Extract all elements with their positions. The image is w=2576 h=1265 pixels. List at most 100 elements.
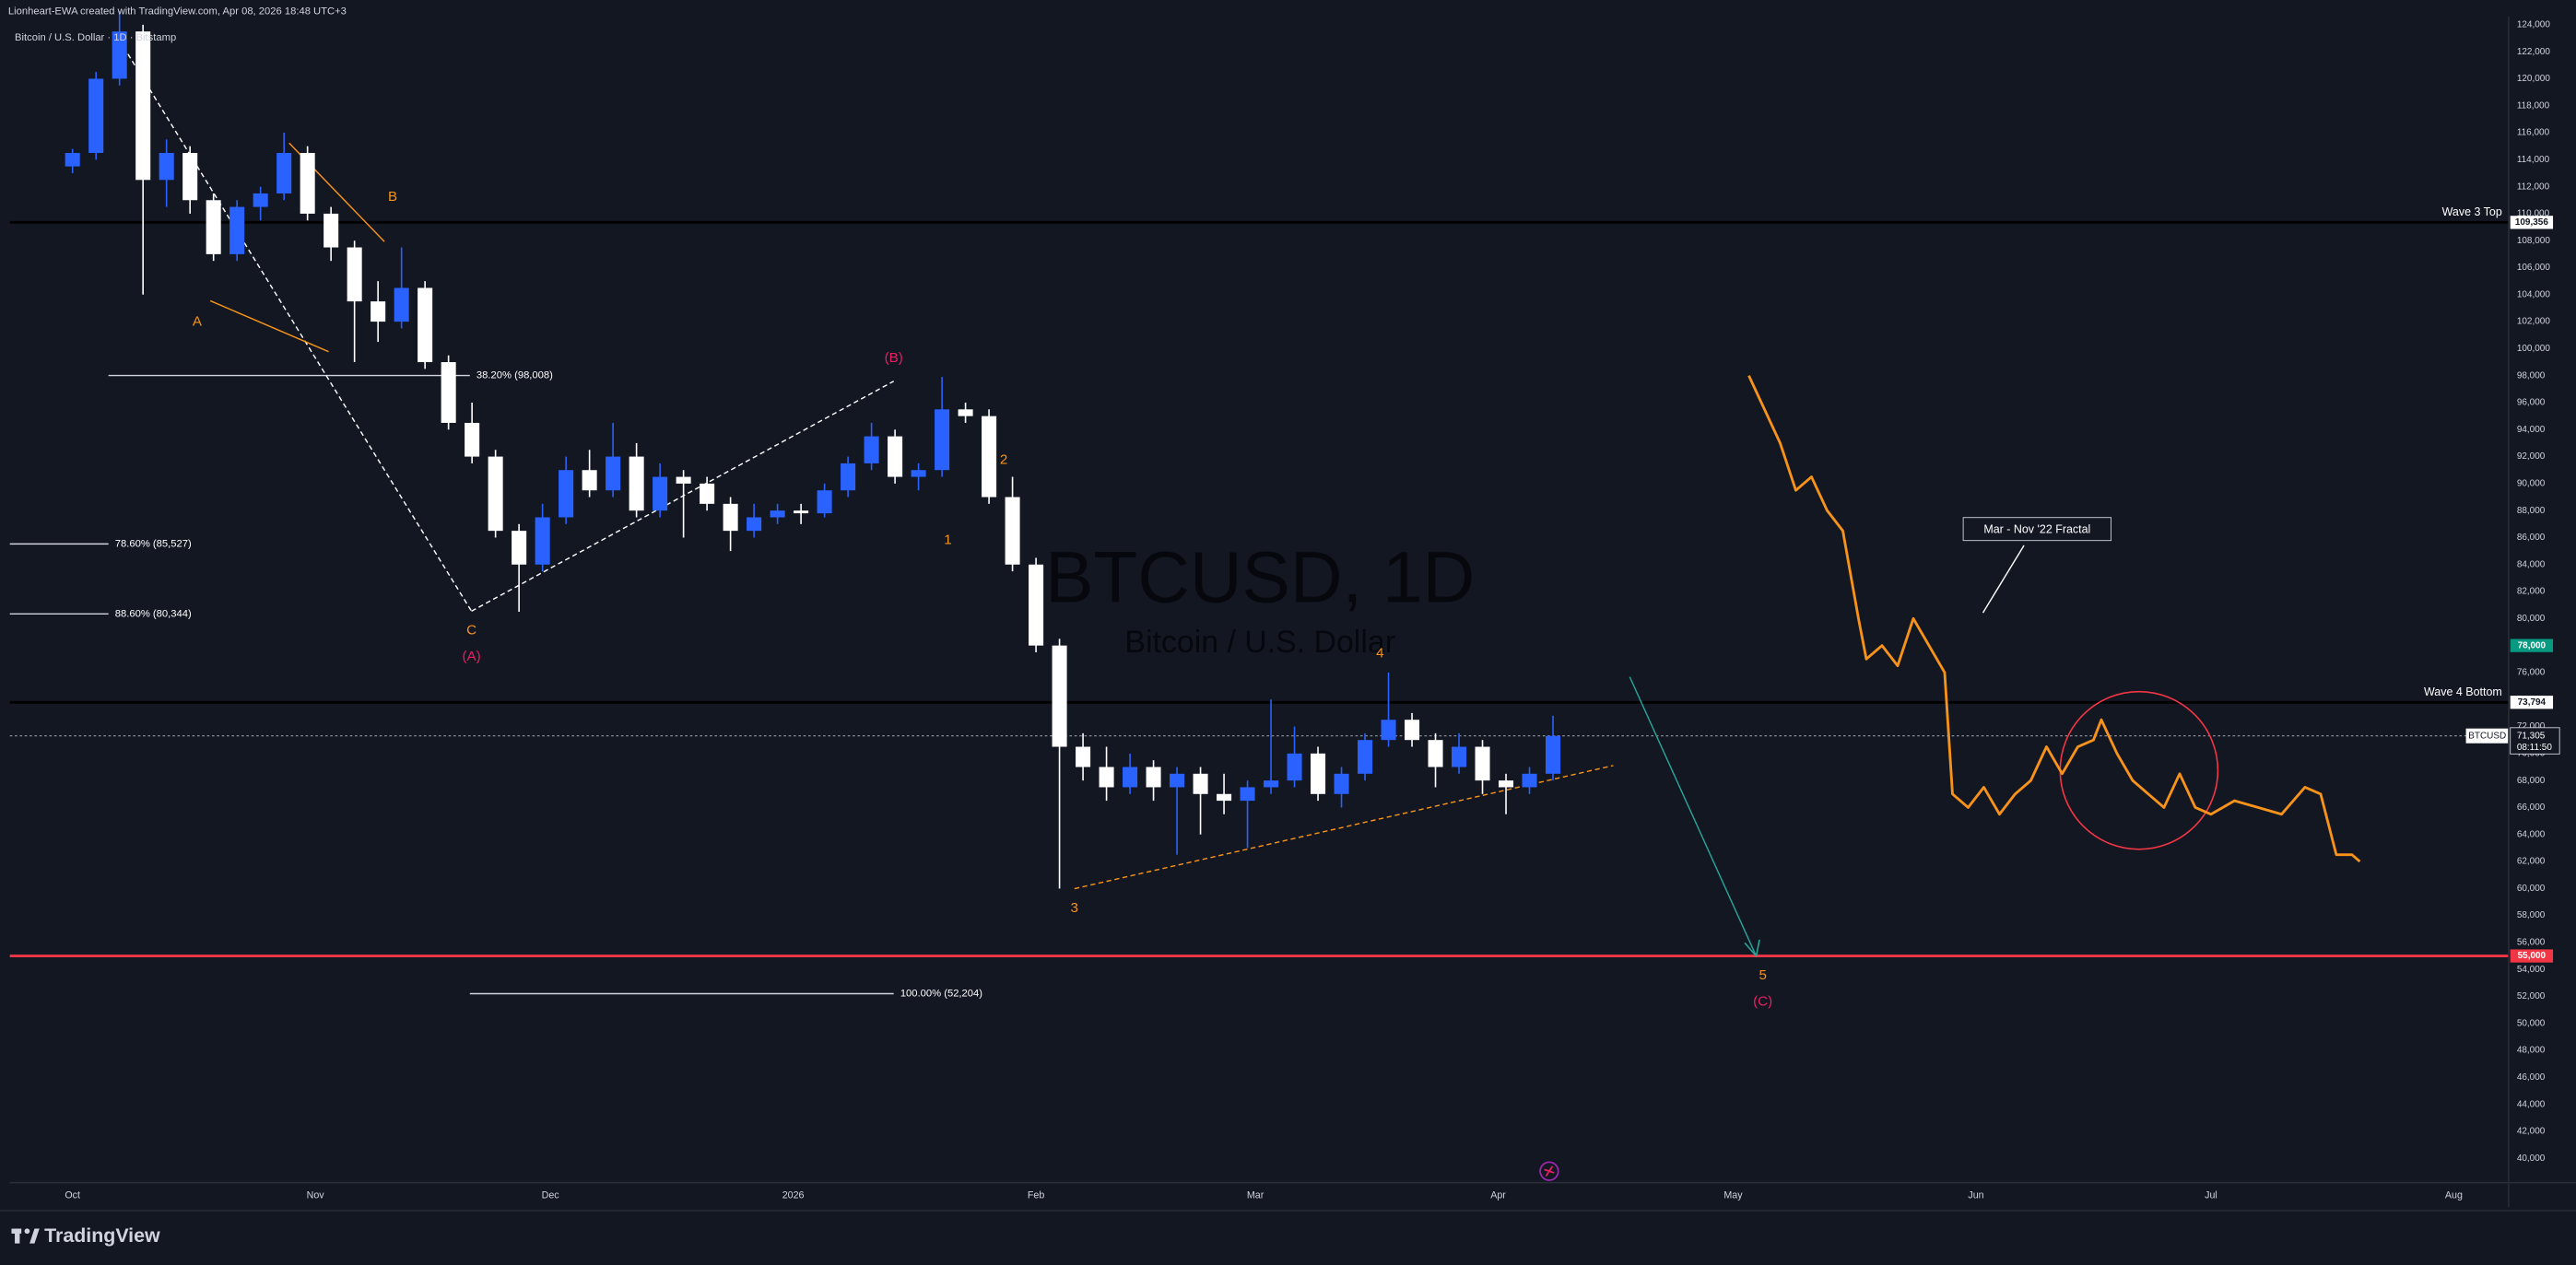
candle-body [159,152,174,181]
y-tick-label: 42,000 [2517,1127,2546,1137]
arrow-head [1744,939,1760,958]
x-tick-label: Mar [1247,1190,1264,1201]
candle-body [1546,735,1561,774]
y-tick-label: 54,000 [2517,965,2546,975]
level-badge: 55,000 [2518,951,2547,961]
candle-body [1499,780,1514,788]
y-tick-label: 88,000 [2517,506,2546,516]
candle-body [323,213,339,248]
logo-part [29,1228,40,1244]
candle-body [770,510,785,518]
wave-label: (C) [1753,994,1772,1010]
wave-label: B [388,189,397,205]
candle-body [347,247,362,302]
x-tick-label: Jul [2205,1190,2217,1201]
candle-body [911,470,926,477]
legend: Bitcoin / U.S. Dollar · 1D · Bitstamp [15,32,176,43]
trend-line [209,299,329,353]
candle-body [1334,773,1349,794]
y-tick-label: 50,000 [2517,1018,2546,1028]
candle-body [229,206,245,254]
candle-body [582,470,597,491]
wave-label: 1 [944,533,951,548]
trend-line [114,32,473,612]
candle-body [1381,720,1396,741]
y-tick-label: 98,000 [2517,370,2546,381]
event-icon-glyph [1544,1165,1555,1177]
candle-body [371,301,386,322]
y-tick-label: 106,000 [2517,263,2550,273]
level-badge-bg [2510,696,2554,709]
y-tick-label: 72,000 [2517,721,2546,732]
level-badge-bg [2510,216,2554,229]
candle-body [841,463,856,491]
candle-body [653,476,668,511]
y-tick-label: 84,000 [2517,559,2546,569]
y-tick-label: 82,000 [2517,587,2546,597]
fractal-line [1747,375,2361,863]
watermark-title: BTCUSD, 1D [1045,537,1475,618]
y-tick-label: 56,000 [2517,938,2546,948]
y-tick-label: 116,000 [2517,128,2550,138]
price-symbol: BTCUSD [2468,731,2506,741]
y-tick-label: 114,000 [2517,155,2550,165]
y-tick-label: 100,000 [2517,344,2550,354]
trend-line [471,381,895,612]
candle-body [1287,753,1302,781]
candle-body [112,31,127,79]
candle-body [1405,720,1420,741]
candle-body [1193,773,1208,794]
candle-body [535,517,550,565]
y-tick-label: 68,000 [2517,776,2546,786]
wave-label: 4 [1376,646,1383,662]
candle-body [747,517,762,532]
y-tick-label: 118,000 [2517,100,2550,111]
y-tick-label: 90,000 [2517,479,2546,489]
candle-body [864,436,879,463]
plot-area: BTCUSD, 1D Bitcoin / U.S. Dollar Wave 3 To… [9,11,2509,1010]
callout-line [1982,545,2025,614]
y-tick-label: 124,000 [2517,19,2550,29]
projection-arrow [1629,676,1758,956]
y-tick-label: 92,000 [2517,451,2546,462]
y-tick-label: 102,000 [2517,317,2550,327]
y-tick-label: 60,000 [2517,884,2546,894]
candle-body [1358,740,1373,774]
y-tick-label: 110,000 [2517,209,2550,219]
candle-body [488,456,503,532]
wave-label: 5 [1759,967,1766,983]
candle-body [1264,780,1279,788]
candle-body [888,436,903,477]
y-tick-label: 46,000 [2517,1072,2546,1083]
candle-body [1076,746,1091,767]
candle-body [135,31,151,181]
logo [11,1228,40,1244]
candle-body [465,422,480,457]
candle-body [1475,746,1490,781]
candle-body [88,78,104,153]
wave-label: 3 [1071,900,1078,916]
candle-body [1029,564,1044,646]
candle-body [182,152,198,201]
level-badge: 109,356 [2515,217,2548,228]
event-icon[interactable] [1539,1161,1559,1181]
wave-label: 2 [1000,451,1007,467]
y-tick-label: 104,000 [2517,289,2550,299]
y-tick-label: 86,000 [2517,533,2546,543]
y-tick-label: 108,000 [2517,236,2550,246]
candle-body [253,193,268,207]
candle-body [394,287,409,322]
candle-body [1428,740,1443,767]
fib-label: 100.00% (52,204) [900,988,982,999]
wave-label: A [193,314,203,330]
wave-label: C [466,623,476,638]
candle-body [1452,746,1467,767]
x-tick-label: Feb [1028,1190,1044,1201]
candle-body [65,152,80,167]
fractal-label: Mar - Nov '22 Fractal [1983,522,2090,535]
level-label: Wave 3 Top [2442,205,2502,218]
candle-body [676,476,691,484]
brand: TradingView [44,1224,160,1247]
